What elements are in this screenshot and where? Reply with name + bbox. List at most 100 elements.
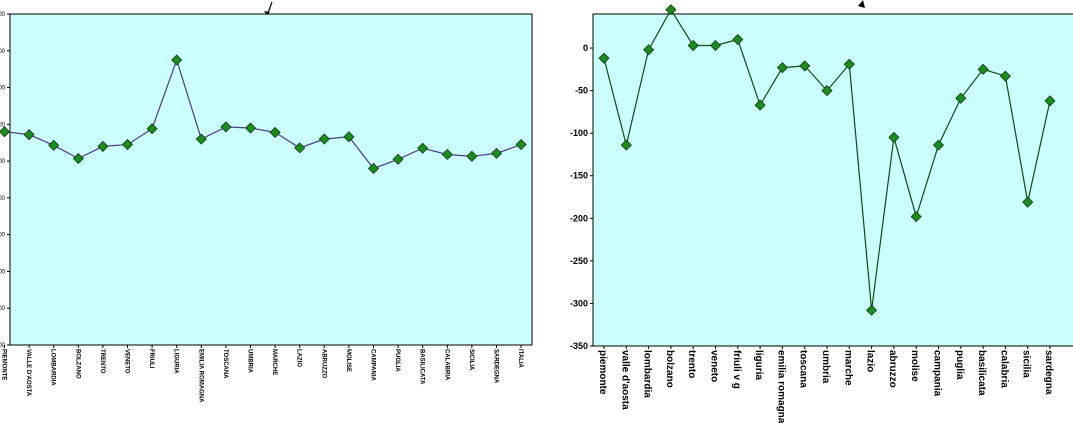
data-point-marker: [754, 99, 766, 111]
data-point-marker: [620, 139, 632, 151]
data-point-marker: [598, 52, 610, 64]
y-tick-label: 1900: [0, 12, 6, 18]
y-tick-label: 1700: [0, 86, 6, 92]
x-tick-label: sardegna: [1043, 350, 1054, 395]
x-tick-label: piemonte: [597, 350, 608, 395]
data-point-marker: [417, 142, 429, 154]
x-tick-label: PIEMONTE: [1, 349, 7, 380]
x-tick-label: campania: [932, 350, 943, 397]
data-point-marker: [776, 62, 788, 74]
x-tick-label: EMILIA ROMAGNA: [197, 349, 203, 403]
data-point-marker: [866, 304, 878, 316]
x-tick-label: liguria: [753, 350, 764, 380]
x-tick-label: FRIULI: [148, 349, 154, 369]
x-tick-label: toscana: [798, 350, 809, 388]
y-tick-label: -350: [570, 341, 588, 351]
data-point-marker: [220, 121, 232, 133]
x-tick-label: trento: [686, 350, 697, 378]
data-point-marker: [1022, 196, 1034, 208]
x-tick-label: ABRUZZO: [320, 349, 326, 379]
data-point-marker: [665, 4, 677, 16]
plot-area-right: [592, 13, 1073, 347]
data-point-marker: [977, 63, 989, 75]
data-point-marker: [72, 152, 84, 165]
series-markers-left: [0, 54, 527, 175]
y-tick-label: 1400: [0, 196, 6, 202]
x-tick-label: bolzano: [664, 350, 675, 388]
x-tick-label: LAZIO: [296, 349, 302, 367]
data-point-marker: [244, 122, 257, 134]
data-point-marker: [709, 39, 722, 52]
data-point-marker: [318, 133, 330, 145]
data-point-marker: [121, 138, 134, 151]
x-tick-label: CALABRIA: [443, 349, 449, 381]
data-point-marker: [466, 150, 478, 162]
y-tick-label: -150: [570, 171, 588, 181]
x-axis-right: piemonte valle d'aosta lombardia bolzano tre…: [597, 346, 1054, 423]
x-tick-label: lazio: [865, 350, 876, 372]
y-tick-label: 1300: [0, 233, 6, 239]
x-tick-label: LIGURIA: [173, 349, 179, 374]
x-tick-label: LOMBARDIA: [50, 349, 56, 386]
y-tick-label: -250: [570, 256, 588, 266]
x-tick-label: basilicata: [976, 350, 987, 396]
x-tick-label: TOSCANA: [222, 349, 228, 379]
y-tick-label: 1000: [0, 343, 6, 349]
arrowhead-right: [858, 0, 865, 8]
data-point-marker: [441, 148, 453, 161]
x-tick-label: VENETO: [124, 349, 130, 374]
y-tick-label: 1600: [0, 122, 6, 128]
y-tick-label: 0: [583, 43, 588, 53]
x-tick-label: umbria: [820, 350, 831, 384]
data-point-marker: [910, 211, 922, 223]
chart-right: 0 -50 -100 -150 -200 -250 -300 -350 piemonte val…: [570, 0, 1073, 423]
x-tick-label: SARDEGNA: [493, 349, 499, 384]
data-point-marker: [932, 139, 945, 151]
data-point-marker: [48, 139, 60, 151]
data-point-marker: [195, 133, 207, 145]
y-tick-label: -100: [570, 128, 588, 138]
series-markers-right: [598, 4, 1056, 316]
arrow-decoration-left: [267, 1, 273, 14]
y-axis-right: 0 -50 -100 -150 -200 -250 -300 -350: [570, 43, 593, 351]
data-point-marker: [1044, 95, 1056, 107]
y-tick-label: -50: [575, 86, 588, 96]
x-tick-label: ITALIA: [517, 349, 523, 369]
data-point-marker: [515, 138, 527, 151]
data-point-marker: [97, 140, 109, 152]
data-point-marker: [888, 131, 900, 144]
x-tick-label: emilia romagna: [775, 350, 786, 423]
data-point-marker: [799, 60, 811, 72]
x-tick-label: SICILIA: [468, 349, 474, 371]
y-tick-label: 1800: [0, 49, 6, 55]
x-tick-label: CAMPANIA: [370, 349, 376, 382]
data-point-marker: [821, 85, 833, 97]
data-point-marker: [955, 92, 967, 104]
x-tick-label: PUGLIA: [394, 349, 400, 372]
data-point-marker: [392, 153, 404, 165]
x-axis-left: PIEMONTE VALLE D'AOSTA LOMBARDIA BOLZANO TRE…: [1, 345, 523, 403]
x-tick-label: puglia: [954, 350, 965, 380]
y-tick-label: -300: [570, 298, 588, 308]
x-tick-label: sicilia: [1021, 350, 1032, 378]
x-tick-label: abruzzo: [887, 350, 898, 388]
data-point-marker: [269, 126, 281, 138]
plot-area-left: [9, 13, 533, 346]
x-tick-label: lombardia: [642, 350, 653, 398]
x-tick-label: TRENTO: [99, 349, 105, 374]
y-tick-label: -200: [570, 213, 588, 223]
x-tick-label: valle d'aosta: [619, 350, 630, 410]
x-tick-label: molise: [909, 350, 920, 382]
data-point-marker: [732, 33, 744, 46]
x-tick-label: MOLISE: [345, 349, 351, 372]
data-point-marker: [490, 147, 503, 159]
data-point-marker: [367, 162, 380, 175]
data-point-marker: [171, 54, 183, 66]
data-point-marker: [23, 129, 35, 141]
data-point-marker: [146, 123, 158, 135]
x-tick-label: veneto: [709, 350, 720, 382]
x-tick-label: calabria: [998, 350, 1009, 388]
data-point-marker: [687, 39, 699, 52]
x-tick-label: BASILICATA: [419, 349, 425, 385]
